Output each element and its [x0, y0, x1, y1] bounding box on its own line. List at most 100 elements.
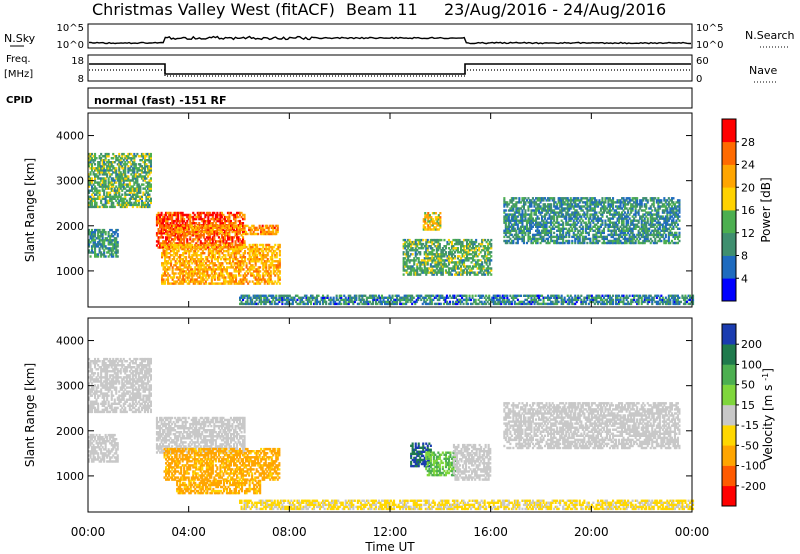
echo-cell: [181, 232, 184, 235]
echo-cell: [254, 294, 257, 297]
echo-cell: [602, 300, 605, 304]
echo-cell: [510, 229, 513, 232]
echo-cell: [340, 296, 343, 299]
echo-cell: [459, 302, 462, 306]
echo-cell: [507, 239, 510, 243]
echo-cell: [440, 261, 443, 264]
echo-cell: [165, 224, 168, 228]
echo-cell: [131, 161, 134, 164]
echo-cell: [103, 249, 106, 252]
echo-cell: [199, 230, 202, 233]
echo-cell: [181, 211, 184, 215]
echo-cell: [269, 274, 272, 277]
echo-cell: [431, 253, 434, 256]
echo-cell: [194, 282, 197, 285]
echo-cell: [199, 224, 202, 228]
echo-cell: [436, 228, 439, 231]
echo-cell: [402, 242, 405, 246]
echo-cell: [456, 265, 459, 268]
echo-cell: [434, 240, 437, 244]
echo-cell: [271, 260, 274, 263]
echo-cell: [209, 249, 212, 253]
echo-cell: [391, 294, 394, 297]
echo-cell: [157, 228, 160, 231]
echo-cell: [256, 245, 259, 249]
echo-cell: [159, 215, 162, 219]
echo-cell: [242, 245, 245, 249]
echo-cell: [266, 226, 269, 230]
echo-cell: [413, 257, 416, 260]
echo-cell: [165, 238, 168, 241]
echo-cell: [162, 242, 165, 245]
echo-cell: [492, 296, 495, 299]
echo-cell: [419, 251, 422, 254]
echo-cell: [210, 238, 213, 241]
echo-cell: [240, 211, 243, 215]
echo-cell: [134, 179, 137, 182]
echo-cell: [119, 173, 122, 176]
echo-cell: [264, 298, 267, 302]
echo-cell: [165, 211, 168, 215]
echo-cell: [343, 294, 346, 297]
echo-cell: [466, 265, 469, 268]
echo-cell: [136, 183, 139, 186]
echo-cell: [408, 261, 411, 264]
echo-cell: [592, 298, 595, 302]
echo-cell: [124, 165, 127, 168]
echo-cell: [548, 296, 551, 299]
echo-cell: [97, 228, 100, 232]
echo-cell: [238, 245, 241, 249]
echo-cell: [432, 273, 435, 276]
echo-cell: [112, 235, 115, 238]
echo-cell: [655, 300, 658, 304]
echo-cell: [148, 152, 151, 156]
echo-cell: [424, 296, 427, 299]
echo-cell: [482, 302, 485, 306]
echo-cell: [427, 224, 430, 227]
echo-cell: [248, 302, 251, 306]
echo-cell: [162, 262, 165, 265]
echo-cell: [524, 227, 527, 230]
echo-cell: [233, 224, 236, 228]
echo-cell: [213, 264, 216, 267]
echo-cell: [476, 255, 479, 258]
echo-cell: [185, 264, 188, 267]
echo-cell: [208, 219, 211, 223]
echo-cell: [485, 269, 488, 272]
echo-cell: [242, 274, 245, 277]
echo-cell: [189, 230, 192, 234]
echo-cell: [130, 187, 133, 190]
echo-cell: [278, 264, 281, 267]
echo-cell: [107, 239, 110, 242]
echo-cell: [198, 272, 201, 275]
echo-cell: [535, 197, 538, 200]
echo-cell: [260, 294, 263, 297]
echo-cell: [182, 264, 185, 267]
echo-cell: [238, 282, 241, 285]
echo-cell: [215, 243, 218, 247]
echo-cell: [137, 201, 140, 205]
echo-cell: [450, 253, 453, 256]
echo-cell: [168, 243, 171, 247]
echo-cell: [411, 253, 414, 256]
echo-cell: [211, 224, 214, 228]
echo-cell: [137, 175, 140, 178]
echo-cell: [236, 236, 239, 239]
echo-cell: [104, 237, 107, 240]
echo-cell: [199, 215, 202, 219]
echo-cell: [417, 294, 420, 297]
echo-cell: [218, 278, 221, 281]
echo-cell: [98, 177, 101, 180]
echo-cell: [210, 224, 213, 228]
freq-label: Freq.: [6, 54, 31, 65]
echo-cell: [136, 181, 139, 184]
echo-cell: [243, 302, 246, 306]
echo-cell: [203, 270, 206, 273]
echo-cell: [251, 258, 254, 261]
echo-cell: [507, 223, 510, 226]
echo-cell: [228, 230, 231, 234]
echo-cell: [463, 251, 466, 254]
echo-cell: [201, 230, 204, 234]
echo-cell: [162, 249, 165, 253]
echo-cell: [236, 234, 239, 237]
